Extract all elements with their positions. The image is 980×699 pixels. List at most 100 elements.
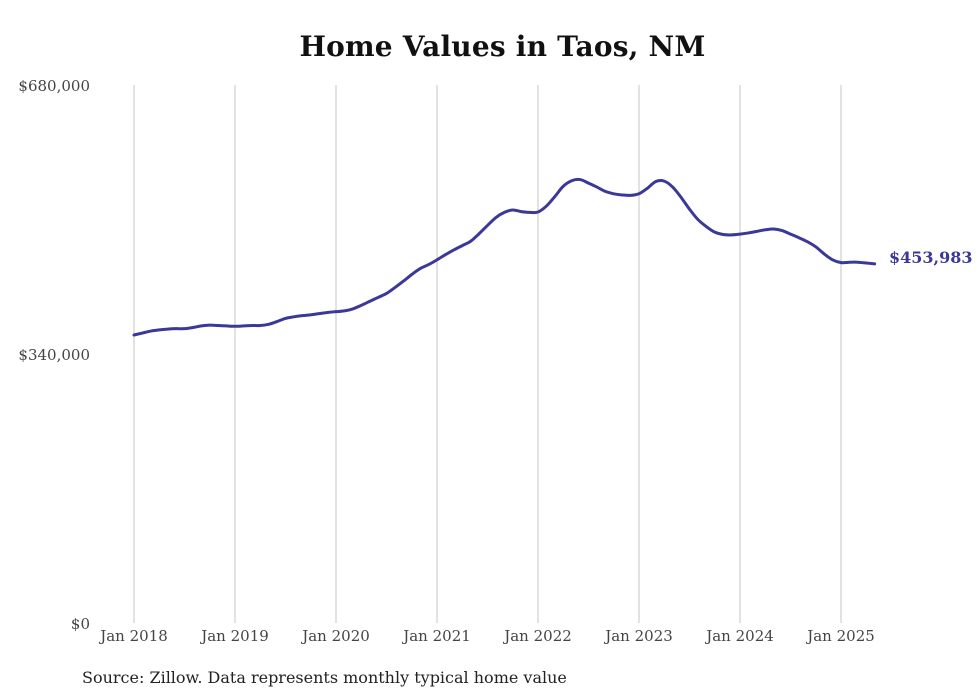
data-point-2022-10 — [612, 192, 615, 195]
data-point-2018-11 — [217, 324, 220, 327]
data-point-2019-04 — [259, 324, 262, 327]
data-point-2018-07 — [183, 327, 186, 330]
data-point-2020-02 — [343, 309, 346, 312]
y-tick-label: $680,000 — [18, 77, 90, 95]
data-point-2023-08 — [696, 218, 699, 221]
x-tick-label: Jan 2024 — [704, 627, 774, 645]
data-point-2022-11 — [621, 193, 624, 196]
x-tick-label: Jan 2018 — [98, 627, 168, 645]
x-tick-label: Jan 2025 — [805, 627, 875, 645]
data-point-2020-10 — [410, 273, 413, 276]
data-point-2019-10 — [309, 313, 312, 316]
data-point-2021-05 — [469, 240, 472, 243]
data-point-2022-02 — [545, 205, 548, 208]
series-layer — [132, 177, 877, 337]
home-value-series-line — [132, 177, 877, 337]
data-point-2023-02 — [646, 187, 649, 190]
data-point-2020-09 — [402, 280, 405, 283]
y-tick-label: $340,000 — [18, 346, 90, 364]
data-point-2018-05 — [166, 328, 169, 331]
data-point-2018-04 — [158, 328, 161, 331]
data-point-2024-04 — [764, 228, 767, 231]
data-point-2021-04 — [461, 244, 464, 247]
data-point-2024-12 — [831, 258, 834, 261]
data-point-2022-09 — [604, 190, 607, 193]
data-point-2019-03 — [250, 324, 253, 327]
data-point-2022-01 — [537, 210, 540, 213]
gridlines — [133, 85, 842, 623]
data-point-2022-12 — [629, 194, 632, 197]
chart-title: Home Values in Taos, NM — [299, 30, 706, 63]
data-point-2022-05 — [570, 179, 573, 182]
data-point-2021-11 — [520, 210, 523, 213]
data-point-2018-02 — [141, 332, 144, 335]
y-axis-ticks: $0 $340,000 $680,000 — [18, 77, 90, 633]
x-tick-label: Jan 2022 — [502, 627, 572, 645]
data-point-2018-03 — [149, 330, 152, 333]
data-point-2023-05 — [671, 186, 674, 189]
data-point-2023-04 — [663, 180, 666, 183]
data-point-2024-03 — [755, 230, 758, 233]
data-point-2024-08 — [797, 236, 800, 239]
data-point-2020-07 — [385, 292, 388, 295]
data-point-2020-08 — [393, 286, 396, 289]
data-point-2018-12 — [225, 324, 228, 327]
data-point-2025-03 — [856, 261, 859, 264]
data-point-2020-11 — [419, 267, 422, 270]
data-point-2025-04 — [865, 262, 868, 265]
x-tick-label: Jan 2019 — [199, 627, 269, 645]
data-point-2024-07 — [789, 233, 792, 236]
source-note: Source: Zillow. Data represents monthly … — [82, 668, 567, 687]
x-axis-ticks: Jan 2018 Jan 2019 Jan 2020 Jan 2021 Jan 2022… — [98, 627, 875, 645]
data-point-2023-03 — [654, 180, 657, 183]
data-point-2022-04 — [562, 185, 565, 188]
data-point-2023-10 — [713, 231, 716, 234]
data-point-2025-02 — [848, 261, 851, 264]
data-point-2022-08 — [595, 186, 598, 189]
data-point-2019-11 — [318, 312, 321, 315]
data-point-2024-01 — [739, 233, 742, 236]
data-point-2018-06 — [175, 327, 178, 330]
x-tick-label: Jan 2021 — [401, 627, 471, 645]
data-point-2018-08 — [191, 326, 194, 329]
data-point-2020-03 — [351, 307, 354, 310]
end-label-layer: $453,983 — [889, 248, 973, 267]
data-point-2019-01 — [234, 325, 237, 328]
data-point-2024-06 — [781, 229, 784, 232]
data-point-2023-11 — [722, 233, 725, 236]
y-tick-label: $0 — [71, 615, 90, 633]
data-point-2023-01 — [638, 192, 641, 195]
data-point-2021-08 — [494, 216, 497, 219]
data-point-2021-02 — [444, 253, 447, 256]
data-point-2024-09 — [806, 240, 809, 243]
data-point-2019-06 — [276, 320, 279, 323]
data-point-2019-12 — [326, 311, 329, 314]
data-point-2021-12 — [528, 211, 531, 214]
data-point-2022-07 — [587, 182, 590, 185]
data-point-2018-01 — [133, 334, 136, 337]
data-point-2019-05 — [267, 323, 270, 326]
data-point-2020-04 — [360, 304, 363, 307]
data-point-2021-10 — [511, 209, 514, 212]
data-point-2019-08 — [292, 315, 295, 318]
data-point-2018-10 — [208, 324, 211, 327]
data-point-2025-01 — [840, 261, 843, 264]
data-point-2023-09 — [705, 225, 708, 228]
data-point-2019-02 — [242, 324, 245, 327]
data-point-2021-01 — [436, 258, 439, 261]
data-point-2024-11 — [823, 252, 826, 255]
data-point-2024-02 — [747, 231, 750, 234]
data-point-2020-12 — [427, 263, 430, 266]
data-point-2022-06 — [579, 178, 582, 181]
data-point-2023-07 — [688, 208, 691, 211]
data-point-2023-06 — [680, 196, 683, 199]
data-point-2024-10 — [814, 245, 817, 248]
data-point-2024-05 — [772, 227, 775, 230]
data-point-2023-12 — [730, 233, 733, 236]
data-point-2020-01 — [335, 310, 338, 313]
data-point-2021-07 — [486, 224, 489, 227]
data-point-2025-05 — [873, 262, 876, 265]
x-tick-label: Jan 2020 — [300, 627, 370, 645]
data-point-2019-09 — [301, 314, 304, 317]
